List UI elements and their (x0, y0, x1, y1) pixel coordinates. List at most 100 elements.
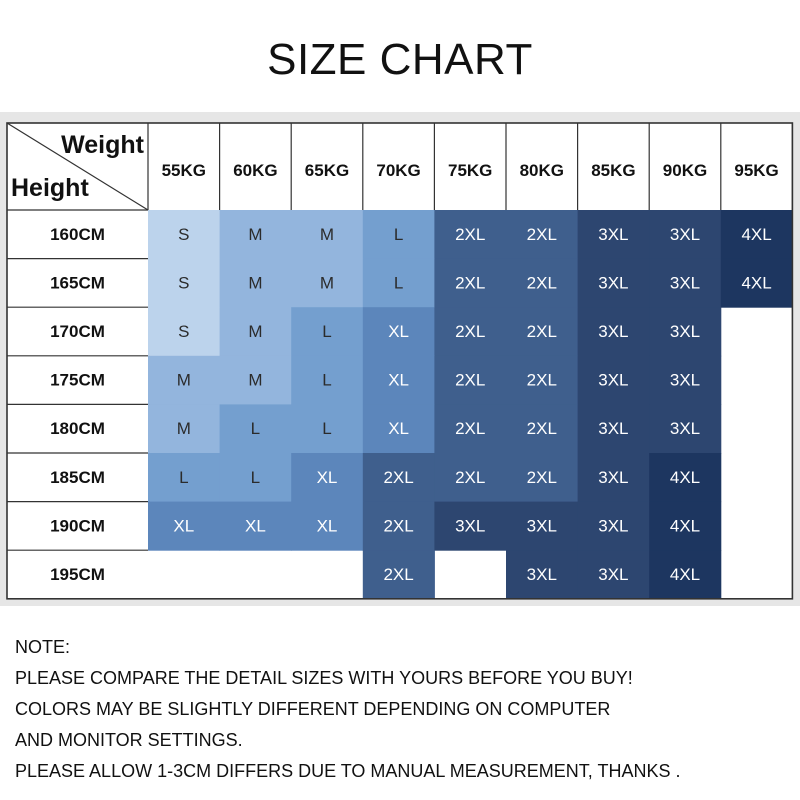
size-cell (506, 210, 579, 260)
weight-column-header: 70KG (376, 161, 420, 180)
size-cell (362, 258, 435, 308)
note-line: PLEASE COMPARE THE DETAIL SIZES WITH YOU… (15, 668, 633, 688)
size-cell (219, 501, 292, 551)
size-cell (362, 404, 435, 454)
note-block: NOTE: PLEASE COMPARE THE DETAIL SIZES WI… (15, 632, 785, 787)
size-cell (649, 307, 722, 357)
size-label: XL (388, 322, 409, 341)
size-cell (649, 404, 722, 454)
size-label: 2XL (455, 322, 485, 341)
size-label: 2XL (455, 371, 485, 390)
size-cell (506, 550, 579, 600)
size-label: 3XL (598, 322, 628, 341)
corner-diagonal (6, 122, 149, 211)
size-cell (577, 258, 650, 308)
size-label: M (320, 273, 334, 292)
size-label: XL (245, 516, 266, 535)
size-label: 2XL (455, 419, 485, 438)
size-label: M (177, 419, 191, 438)
size-label: 3XL (670, 273, 700, 292)
size-cell (506, 501, 579, 551)
size-cell (291, 355, 364, 405)
size-cell (577, 550, 650, 600)
size-cell (291, 307, 364, 357)
size-cell (649, 550, 722, 600)
size-cell (148, 404, 221, 454)
size-label: 2XL (383, 565, 413, 584)
title-band: SIZE CHART (0, 0, 800, 112)
size-label: 3XL (598, 516, 628, 535)
size-cell (577, 307, 650, 357)
size-label: M (248, 273, 262, 292)
size-cell (649, 355, 722, 405)
size-cell (219, 453, 292, 503)
size-cell (649, 258, 722, 308)
height-row-header: 170CM (50, 322, 105, 341)
size-label: 3XL (670, 419, 700, 438)
size-cell (649, 210, 722, 260)
note-heading: NOTE: (15, 637, 71, 657)
size-cell (434, 404, 507, 454)
weight-column-header: 55KG (162, 161, 206, 180)
size-cell (362, 501, 435, 551)
size-cell (219, 258, 292, 308)
weight-column-header: 90KG (663, 161, 707, 180)
size-label: 2XL (527, 225, 557, 244)
size-label: S (178, 225, 189, 244)
size-label: 3XL (527, 516, 557, 535)
size-label: 2XL (527, 371, 557, 390)
size-cell (434, 453, 507, 503)
size-cell (577, 404, 650, 454)
size-label: 2XL (527, 419, 557, 438)
size-label: 2XL (527, 322, 557, 341)
height-row-header: 195CM (50, 565, 105, 584)
size-cell (506, 307, 579, 357)
size-label: XL (388, 371, 409, 390)
size-cell (649, 453, 722, 503)
size-cell (434, 307, 507, 357)
size-cell (219, 355, 292, 405)
size-cell (434, 355, 507, 405)
size-label: 2XL (455, 273, 485, 292)
size-cell (219, 404, 292, 454)
size-label: L (394, 225, 403, 244)
size-cell (362, 210, 435, 260)
size-label: 4XL (741, 225, 771, 244)
size-label: L (251, 468, 260, 487)
size-cell (720, 210, 793, 260)
size-label: M (320, 225, 334, 244)
size-label: 3XL (527, 565, 557, 584)
weight-column-header: 65KG (305, 161, 349, 180)
table-border (6, 122, 794, 600)
size-label: 3XL (670, 371, 700, 390)
size-cell (148, 307, 221, 357)
size-label: XL (317, 516, 338, 535)
size-label: L (322, 322, 331, 341)
size-label: 4XL (670, 565, 700, 584)
size-cell (720, 258, 793, 308)
height-axis-label: Height (11, 174, 89, 202)
height-row-header: 165CM (50, 273, 105, 292)
weight-column-header: 75KG (448, 161, 492, 180)
size-cell (506, 355, 579, 405)
size-cell (434, 501, 507, 551)
size-cell (434, 258, 507, 308)
size-label: 2XL (527, 468, 557, 487)
size-cell (506, 258, 579, 308)
height-row-header: 190CM (50, 516, 105, 535)
page-title: SIZE CHART (267, 35, 533, 84)
size-label: 3XL (598, 468, 628, 487)
size-label: 3XL (598, 371, 628, 390)
size-cell (148, 453, 221, 503)
size-cell (649, 501, 722, 551)
size-label: 2XL (455, 225, 485, 244)
size-cell (148, 258, 221, 308)
size-cell (148, 210, 221, 260)
size-cell (577, 210, 650, 260)
size-label: 3XL (670, 322, 700, 341)
size-cell (291, 258, 364, 308)
height-row-header: 160CM (50, 225, 105, 244)
size-label: S (178, 273, 189, 292)
size-label: 2XL (527, 273, 557, 292)
size-label: M (248, 371, 262, 390)
